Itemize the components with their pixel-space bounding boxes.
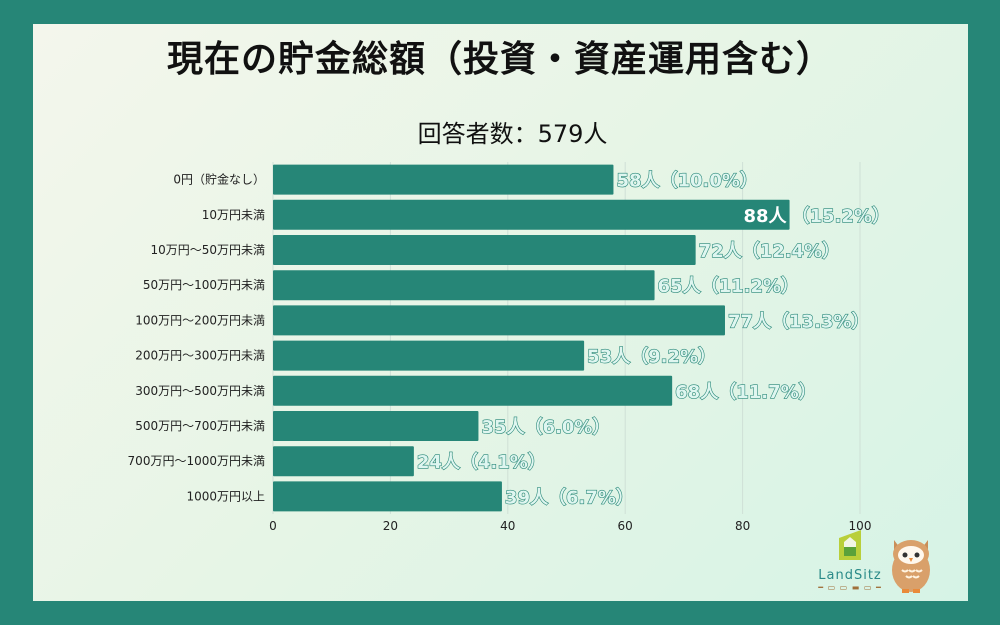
owl-mascot (892, 540, 930, 593)
data-label: 65人（11.2%） (658, 276, 800, 297)
data-label: 39人（6.7%） (505, 487, 634, 508)
x-tick-label: 100 (849, 519, 872, 533)
data-label: 35人（6.0%） (481, 417, 610, 438)
category-label: 500万円〜700万円未満 (135, 419, 265, 433)
bar (273, 375, 673, 406)
category-label: 200万円〜300万円未満 (135, 349, 265, 363)
data-label: 77人（13.3%） (728, 311, 870, 332)
bar (273, 235, 696, 265)
x-tick-label: 80 (735, 519, 750, 533)
bar (273, 270, 655, 301)
landsitz-logo: LandSitz ━ ▭ ▭ ▬ ▭ ━ (815, 530, 885, 592)
x-tick-label: 60 (618, 519, 633, 533)
data-label: 53人（9.2%） (587, 347, 716, 368)
category-label: 700万円〜1000万円未満 (128, 454, 265, 468)
category-label: 100万円〜200万円未満 (135, 313, 265, 327)
bar (273, 411, 479, 441)
category-label: 10万円未満 (202, 208, 265, 222)
data-label: （15.2%） (792, 206, 890, 227)
bar (273, 481, 502, 512)
category-label: 1000万円以上 (186, 489, 265, 503)
chart-title: 現在の貯金総額（投資・資産運用含む） (166, 39, 833, 80)
data-label: 58人（10.0%） (616, 171, 758, 192)
bar (273, 164, 614, 195)
category-label: 0円（貯金なし） (173, 172, 265, 187)
house-logo-icon (839, 530, 861, 560)
data-label: 72人（12.4%） (699, 241, 841, 262)
bar (273, 199, 790, 230)
bar (273, 340, 585, 371)
category-label: 10万円〜50万円未満 (150, 243, 265, 257)
logo-text: LandSitz (818, 568, 882, 583)
x-tick-label: 20 (383, 519, 398, 533)
chart-subtitle: 回答者数：579人 (417, 120, 608, 148)
logo-decoration: ━ ▭ ▭ ▬ ▭ ━ (818, 583, 882, 592)
x-tick-label: 0 (269, 519, 277, 533)
category-label: 50万円〜100万円未満 (143, 278, 265, 292)
bar (273, 305, 725, 336)
category-label: 300万円〜500万円未満 (135, 384, 265, 398)
data-label: 68人（11.7%） (675, 382, 817, 403)
data-label-count: 88人 (743, 206, 787, 227)
data-label: 24人（4.1%） (417, 452, 546, 473)
x-tick-label: 40 (500, 519, 515, 533)
bar (273, 446, 414, 477)
